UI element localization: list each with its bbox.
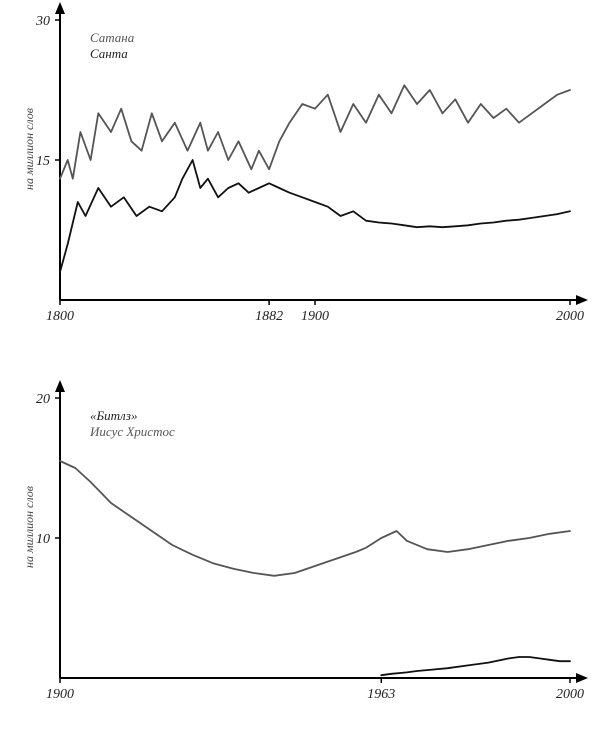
chart1-legend-series2: Санта xyxy=(90,46,134,62)
chart1-legend: Сатана Санта xyxy=(90,30,134,62)
chart2-y-title: на миллион слов xyxy=(22,486,37,568)
chart2-legend: «Битлз» Иисус Христос xyxy=(90,408,175,440)
svg-text:1963: 1963 xyxy=(367,687,395,702)
svg-text:1900: 1900 xyxy=(46,687,74,702)
chart-beatles-jesus: 10 20 1900 1963 2000 на миллион слов «Битлз»… xyxy=(0,378,600,718)
svg-text:30: 30 xyxy=(35,14,50,29)
svg-text:2000: 2000 xyxy=(556,309,584,324)
svg-text:1900: 1900 xyxy=(301,309,329,324)
chart1-legend-series1: Сатана xyxy=(90,30,134,46)
chart2-legend-series1: «Битлз» xyxy=(90,408,175,424)
svg-text:10: 10 xyxy=(36,532,50,547)
svg-text:1800: 1800 xyxy=(46,309,74,324)
svg-text:1882: 1882 xyxy=(255,309,283,324)
svg-text:20: 20 xyxy=(36,392,50,407)
chart-satan-santa: 15 30 1800 1882 1900 2000 на миллион слов Сат… xyxy=(0,0,600,340)
chart1-y-title: на миллион слов xyxy=(22,108,37,190)
svg-text:2000: 2000 xyxy=(556,687,584,702)
chart2-legend-series2: Иисус Христос xyxy=(90,424,175,440)
svg-text:15: 15 xyxy=(36,154,50,169)
